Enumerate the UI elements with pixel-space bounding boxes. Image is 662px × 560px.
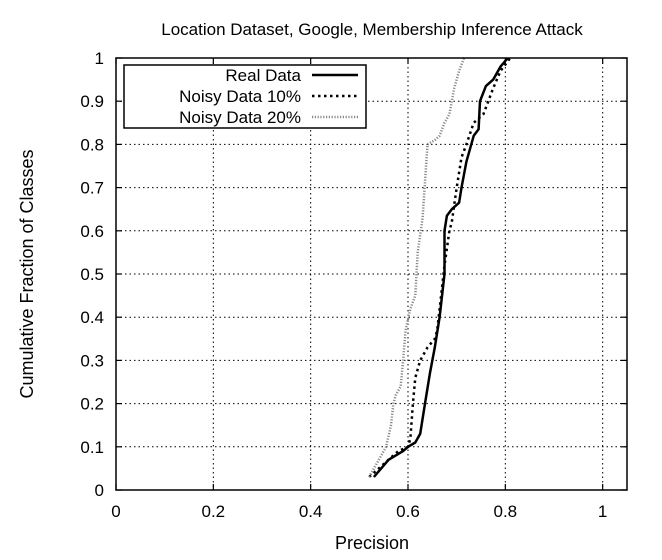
- y-tick-label: 1: [95, 49, 104, 68]
- series-line-2: [368, 57, 512, 478]
- y-tick-label: 0: [95, 481, 104, 500]
- x-tick-label: 0.8: [494, 502, 518, 521]
- x-tick-label: 1: [598, 502, 607, 521]
- y-tick-label: 0.3: [80, 351, 104, 370]
- y-tick-label: 0.7: [80, 179, 104, 198]
- x-tick-label: 0.6: [396, 502, 420, 521]
- y-tick-label: 0.8: [80, 135, 104, 154]
- y-tick-label: 0.2: [80, 395, 104, 414]
- tick-layer: 0 0.2 0.4 0.6 0.8 1 0 0.1 0.2 0.3 0.4 0.5 0.6 0.7 0.8 0…: [80, 49, 627, 521]
- legend-label-1: Real Data: [225, 66, 301, 85]
- x-tick-label: 0: [111, 502, 120, 521]
- series-line-1: [372, 57, 509, 478]
- y-tick-label: 0.9: [80, 92, 104, 111]
- x-tick-label: 0.4: [299, 502, 323, 521]
- x-tick-label: 0.2: [202, 502, 226, 521]
- legend: Real Data Noisy Data 10% Noisy Data 20%: [123, 64, 367, 129]
- x-axis-label: Precision: [335, 533, 409, 553]
- y-tick-label: 0.4: [80, 308, 104, 327]
- y-tick-label: 0.5: [80, 265, 104, 284]
- y-tick-label: 0.6: [80, 222, 104, 241]
- legend-label-3: Noisy Data 20%: [179, 108, 301, 127]
- y-axis-label: Cumulative Fraction of Classes: [17, 149, 37, 398]
- legend-label-2: Noisy Data 10%: [179, 87, 301, 106]
- y-tick-label: 0.1: [80, 438, 104, 457]
- chart-title: Location Dataset, Google, Membership Inf…: [161, 20, 583, 39]
- grid-layer: [116, 58, 627, 490]
- series-layer: [368, 57, 512, 478]
- series-line-3: [368, 57, 466, 478]
